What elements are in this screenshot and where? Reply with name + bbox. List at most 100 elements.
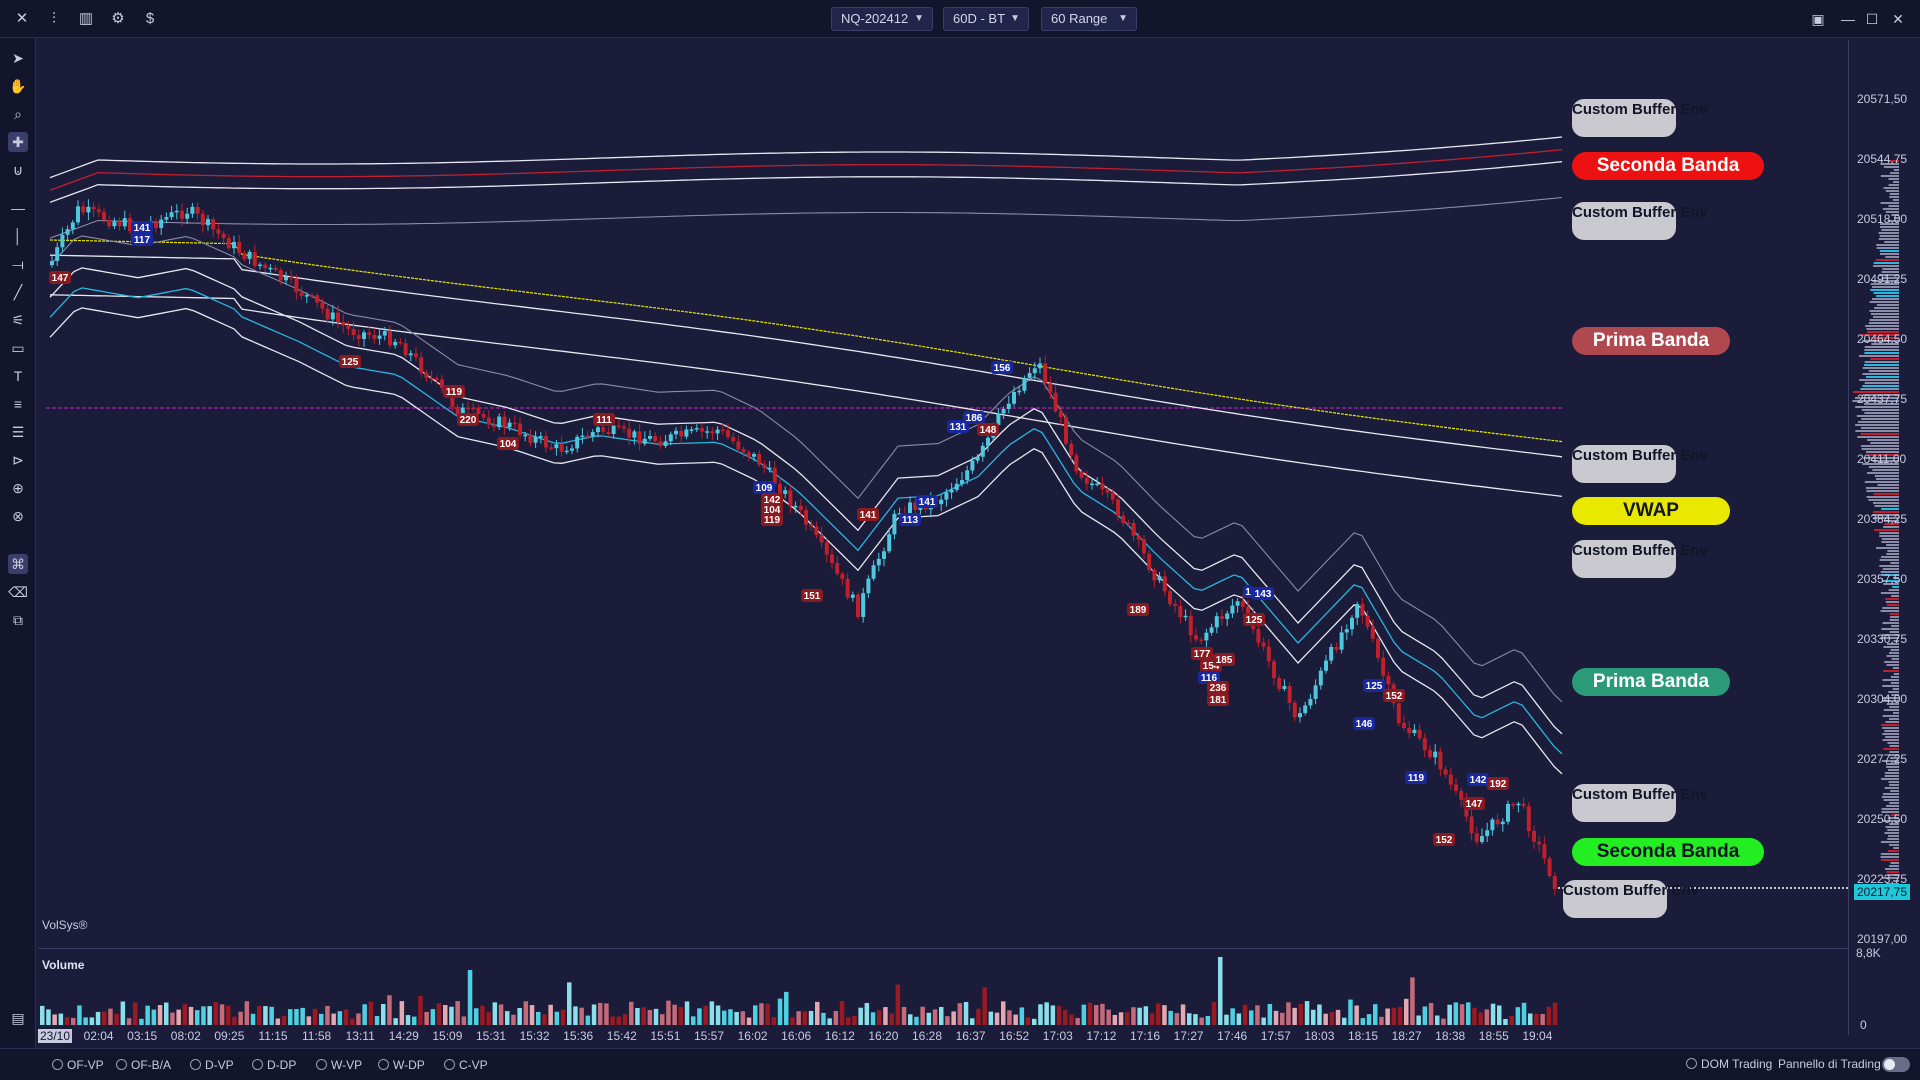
profile-bar	[1870, 289, 1899, 291]
volume-bar	[517, 1007, 522, 1025]
volume-bar	[1298, 1003, 1304, 1025]
list-icon[interactable]: ≡	[13, 396, 23, 412]
volume-bar	[325, 1005, 330, 1025]
close-icon[interactable]: ✕	[15, 10, 29, 27]
eraser-icon[interactable]: ⌫	[8, 584, 28, 600]
indicator-d-vp-toggle[interactable]: D-VP	[190, 1058, 234, 1072]
bar-type-select[interactable]: 60 Range ▼	[1041, 7, 1137, 31]
price-chart[interactable]: 1471411171251192201041111091421041191511…	[38, 40, 1848, 938]
minimize-icon[interactable]: —	[1841, 11, 1855, 27]
candle-body	[403, 343, 408, 356]
indicator-of-vp-toggle[interactable]: OF-VP	[52, 1058, 104, 1072]
price-axis[interactable]: 20571,50 20544,75 20518,00 20491,25 20464,50…	[1848, 40, 1920, 1035]
volume-bar	[120, 1001, 126, 1025]
profile-bar	[1882, 622, 1899, 624]
volume-bar	[815, 1001, 820, 1025]
candle-body	[486, 417, 491, 425]
period-select[interactable]: 60D - BT ▼	[943, 7, 1029, 31]
candle-body	[154, 222, 158, 228]
candle-body	[559, 444, 564, 452]
crosshair-icon[interactable]: ✚	[8, 132, 28, 152]
dom-trading-toggle[interactable]: DOM Trading	[1686, 1057, 1772, 1071]
lock-icon[interactable]: ⌘	[8, 554, 28, 574]
dollar-settings-icon[interactable]: ⊕	[12, 480, 24, 496]
profile-bar	[1883, 799, 1899, 801]
profile-bar	[1873, 511, 1899, 513]
order-icon[interactable]: ⊳	[12, 452, 24, 468]
volume-bar	[629, 1001, 634, 1025]
time-tick-label: 15:09	[432, 1029, 463, 1043]
candle-body	[726, 430, 730, 437]
indicator-d-dp-toggle[interactable]: D-DP	[252, 1058, 296, 1072]
volume-bar	[486, 1012, 491, 1025]
volume-bar	[790, 1017, 795, 1025]
symbol-select[interactable]: NQ-202412 ▼	[831, 7, 933, 31]
volume-bar	[1441, 1018, 1446, 1025]
horizontal-line-icon[interactable]: —	[11, 200, 25, 216]
window-close-icon[interactable]: ✕	[1892, 11, 1904, 27]
vertical-line-icon[interactable]: │	[13, 228, 23, 244]
candle-body	[1381, 657, 1386, 676]
magnet-icon[interactable]: ⊍	[12, 162, 24, 178]
profile-bar	[1870, 337, 1899, 339]
profile-bar	[1882, 679, 1899, 681]
rectangle-icon[interactable]: ▭	[11, 340, 25, 356]
volume-bar	[703, 1005, 708, 1025]
profile-bar	[1889, 802, 1899, 804]
volume-bar	[908, 1014, 913, 1025]
maximize-icon[interactable]: ☐	[1865, 11, 1879, 27]
profile-bar	[1882, 700, 1899, 702]
candle-body	[741, 449, 746, 453]
indicator-w-vp-toggle[interactable]: W-VP	[316, 1058, 362, 1072]
profile-bar	[1880, 175, 1899, 177]
time-tick-label: 11:58	[302, 1029, 332, 1043]
volume-bar	[195, 1010, 200, 1025]
volume-bar	[684, 1001, 690, 1025]
candle-body	[159, 219, 164, 228]
volume-chart[interactable]	[38, 948, 1848, 1026]
profile-bar	[1866, 472, 1899, 474]
trend-line-icon[interactable]: ╱	[13, 284, 23, 300]
bar-chart-icon[interactable]: ⫶	[52, 10, 56, 27]
trading-panel-toggle[interactable]	[1882, 1057, 1910, 1072]
layout-icon[interactable]: ▣	[1811, 11, 1825, 27]
profile-bar	[1889, 718, 1899, 720]
candle-body	[195, 206, 200, 214]
ray-icon[interactable]: ⟞	[12, 256, 24, 272]
panel-icon[interactable]: ▤	[11, 1010, 25, 1026]
volume-bar	[957, 1003, 963, 1025]
candle-body	[1240, 601, 1245, 607]
volume-bar	[1081, 1004, 1087, 1025]
profile-bar	[1881, 508, 1899, 510]
cursor-icon[interactable]: ➤	[12, 50, 24, 66]
layers-icon[interactable]: ⧉	[13, 612, 23, 628]
profile-bar	[1889, 844, 1899, 846]
column-chart-icon[interactable]: ▥	[78, 10, 94, 27]
price-settings-icon[interactable]: ⊗	[12, 508, 24, 524]
indicator-w-dp-toggle[interactable]: W-DP	[378, 1058, 425, 1072]
candle-body	[590, 432, 595, 437]
bar-count-badge	[497, 437, 519, 450]
volume-bar	[833, 1010, 839, 1025]
profile-bar	[1888, 652, 1899, 654]
menu-icon[interactable]: ☰	[11, 424, 25, 440]
hand-icon[interactable]: ✋	[9, 78, 27, 94]
profile-bar	[1888, 589, 1899, 591]
profile-bar	[1889, 706, 1899, 708]
volume-bar	[734, 1011, 739, 1025]
zoom-icon[interactable]: ⌕	[14, 106, 22, 122]
candle-body	[819, 534, 824, 543]
profile-bar	[1892, 586, 1899, 588]
indicator-c-vp-toggle[interactable]: C-VP	[444, 1058, 488, 1072]
time-axis[interactable]: 23/10 02:04 03:15 08:02 09:25 11:15 11:58 13:11…	[37, 1026, 1848, 1046]
fibonacci-icon[interactable]: ⚟	[11, 312, 25, 328]
text-icon[interactable]: T	[13, 368, 23, 384]
dollar-icon[interactable]: $	[145, 10, 155, 27]
indicator-of-b-a-toggle[interactable]: OF-B/A	[116, 1058, 171, 1072]
bar-count-badge	[761, 503, 783, 516]
settings-icon[interactable]: ⚙	[111, 10, 125, 27]
volume-bar	[1304, 1001, 1310, 1025]
candle-body	[1256, 629, 1261, 643]
volume-bar	[895, 984, 901, 1025]
profile-bar	[1882, 877, 1899, 879]
